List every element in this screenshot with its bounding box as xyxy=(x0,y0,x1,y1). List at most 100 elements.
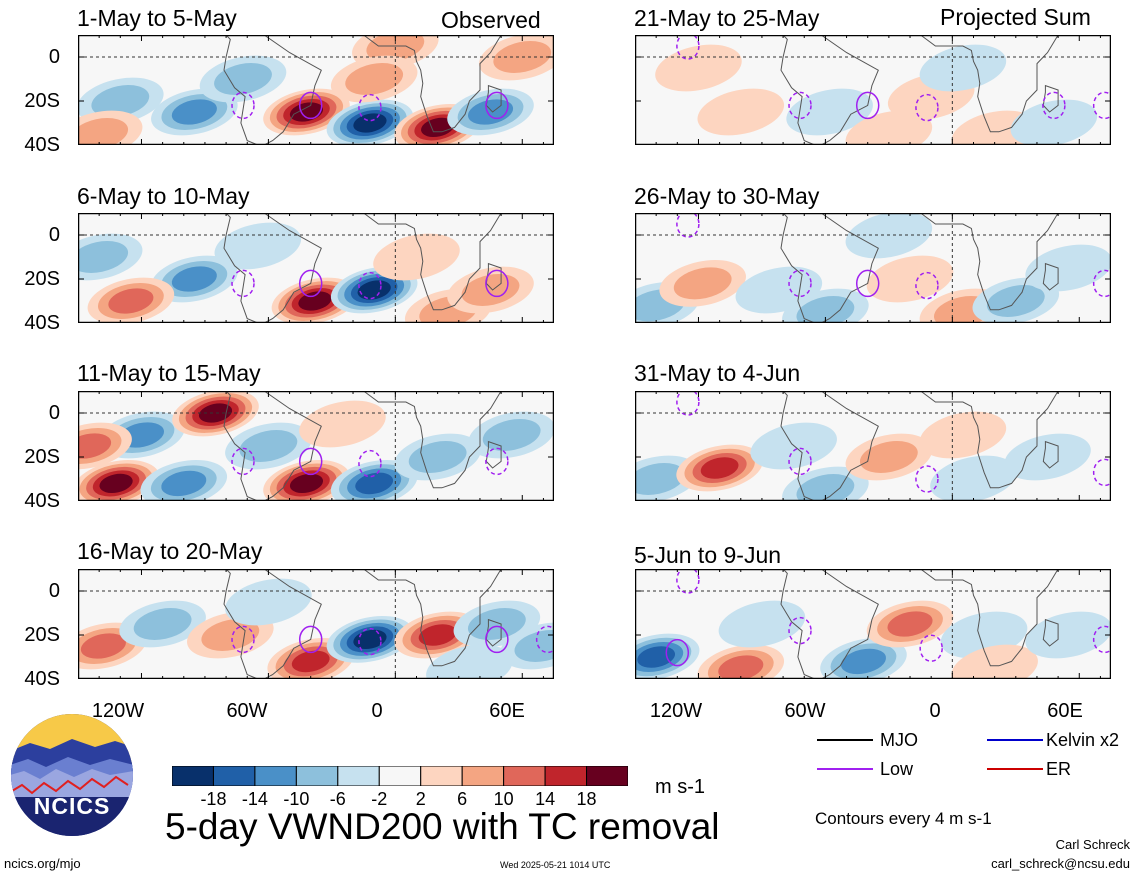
coastline xyxy=(485,618,502,647)
tc-low-contour xyxy=(855,269,880,298)
anomaly-contour xyxy=(930,455,1017,501)
y-tick-label: 40S xyxy=(24,312,60,334)
map-panel-4 xyxy=(78,569,554,679)
tc-low-contour xyxy=(298,625,323,654)
colorbar-swatch xyxy=(503,766,546,786)
anomaly-contour xyxy=(239,430,298,462)
tc-low-contour xyxy=(919,634,943,662)
panel-frame xyxy=(78,35,554,145)
anomaly-contour xyxy=(514,630,554,662)
anomaly-contour xyxy=(345,63,404,95)
y-tick-label: 40S xyxy=(24,490,60,512)
anomaly-contour xyxy=(1025,244,1111,292)
anomaly-contour xyxy=(840,648,887,675)
map-panel-7 xyxy=(635,391,1111,501)
anomaly-contour xyxy=(91,85,150,117)
anomaly-contour xyxy=(291,650,330,673)
y-tick-label: 0 xyxy=(48,402,60,424)
panel-frame xyxy=(635,569,1111,679)
colorbar-swatch xyxy=(461,766,505,786)
anomaly-contour xyxy=(845,110,933,145)
coastline xyxy=(1042,618,1059,647)
y-tick-label: 20S xyxy=(24,268,60,290)
contour-note: Contours every 4 m s-1 xyxy=(815,809,992,828)
panel-title: 5-Jun to 9-Jun xyxy=(634,542,782,568)
anomaly-contour xyxy=(467,608,526,640)
anomaly-contour xyxy=(482,419,541,451)
site-link[interactable]: ncics.org/mjo xyxy=(4,856,81,871)
coastline xyxy=(485,440,502,469)
legend-mjo: MJO xyxy=(880,730,918,750)
x-tick-label: 60W xyxy=(784,700,826,722)
colorbar-tick-label: 14 xyxy=(535,789,556,809)
main-title: 5-day VWND200 with TC removal xyxy=(165,806,720,847)
coastline xyxy=(919,569,1059,667)
coastline xyxy=(919,391,1059,489)
anomaly-contour xyxy=(796,296,855,323)
x-tick-label: 60E xyxy=(1047,700,1083,722)
panel-frame xyxy=(635,391,1111,501)
colorbar-swatch xyxy=(420,766,463,786)
anomaly-contour xyxy=(887,611,933,637)
anomaly-contour xyxy=(108,288,154,314)
panel-title: 6-May to 10-May xyxy=(77,183,250,209)
anomaly-contour xyxy=(697,88,785,136)
logo-text: NCICS xyxy=(33,793,111,819)
y-tick-label: 40S xyxy=(24,668,60,690)
author: Carl Schreck xyxy=(1055,837,1130,852)
y-tick-label: 0 xyxy=(48,224,60,246)
tc-low-contour xyxy=(665,638,690,667)
anomaly-contour xyxy=(718,600,806,648)
colorbar xyxy=(172,766,628,786)
legend-kelvin: Kelvin x2 xyxy=(1046,730,1120,750)
coastline xyxy=(919,213,1059,311)
colorbar-swatch xyxy=(295,766,339,786)
x-tick-label: 0 xyxy=(371,700,383,722)
colorbar-swatch xyxy=(254,766,297,786)
x-tick-label: 60W xyxy=(226,700,268,722)
tc-low-contour xyxy=(485,269,509,298)
email-link[interactable]: carl_schreck@ncsu.edu xyxy=(991,856,1130,871)
legend-lines xyxy=(817,739,1043,770)
tc-low-contour xyxy=(485,91,509,120)
anomaly-contour xyxy=(78,118,129,145)
anomaly-contour xyxy=(468,99,514,125)
y-tick-label: 0 xyxy=(48,46,60,68)
tc-low-contour xyxy=(915,465,939,493)
tc-low-contour xyxy=(915,93,939,122)
anomaly-contour xyxy=(859,441,918,473)
map-panel-5 xyxy=(635,35,1111,145)
tc-low-contour xyxy=(1042,91,1066,120)
colorbar-swatch xyxy=(172,766,214,786)
colorbar-tick-label: -2 xyxy=(371,789,388,809)
tc-low-contour xyxy=(676,391,700,416)
anomaly-contour xyxy=(673,267,732,300)
colorbar-swatch xyxy=(337,766,380,786)
anomaly-contour xyxy=(133,608,192,640)
x-tick-label: 0 xyxy=(929,700,941,722)
coastline xyxy=(1042,440,1059,469)
tc-low-contour xyxy=(358,271,382,300)
ncics-logo xyxy=(11,714,133,836)
anomaly-contour xyxy=(198,403,233,423)
anomaly-contour xyxy=(161,470,207,497)
colorbar-swatch xyxy=(378,766,422,786)
panel-frame xyxy=(78,213,554,323)
y-tick-label: 20S xyxy=(24,90,60,112)
anomaly-contour xyxy=(225,578,312,626)
tc-low-contour xyxy=(676,35,700,60)
observed-label: Observed xyxy=(441,7,541,33)
coastline xyxy=(362,569,502,667)
panel-title: 21-May to 25-May xyxy=(634,5,820,31)
map-panel-3 xyxy=(78,391,554,501)
timestamp: Wed 2025-05-21 1014 UTC xyxy=(500,860,611,870)
coastline xyxy=(485,262,502,291)
tc-low-contour xyxy=(676,213,700,238)
x-tick-label: 120W xyxy=(91,700,145,722)
coastline xyxy=(362,391,502,489)
panel-frame xyxy=(78,569,554,679)
anomaly-contour xyxy=(78,241,129,273)
colorbar-tick-label: 6 xyxy=(457,789,468,809)
panel-title: 11-May to 15-May xyxy=(77,360,261,386)
tc-low-contour xyxy=(485,625,509,654)
